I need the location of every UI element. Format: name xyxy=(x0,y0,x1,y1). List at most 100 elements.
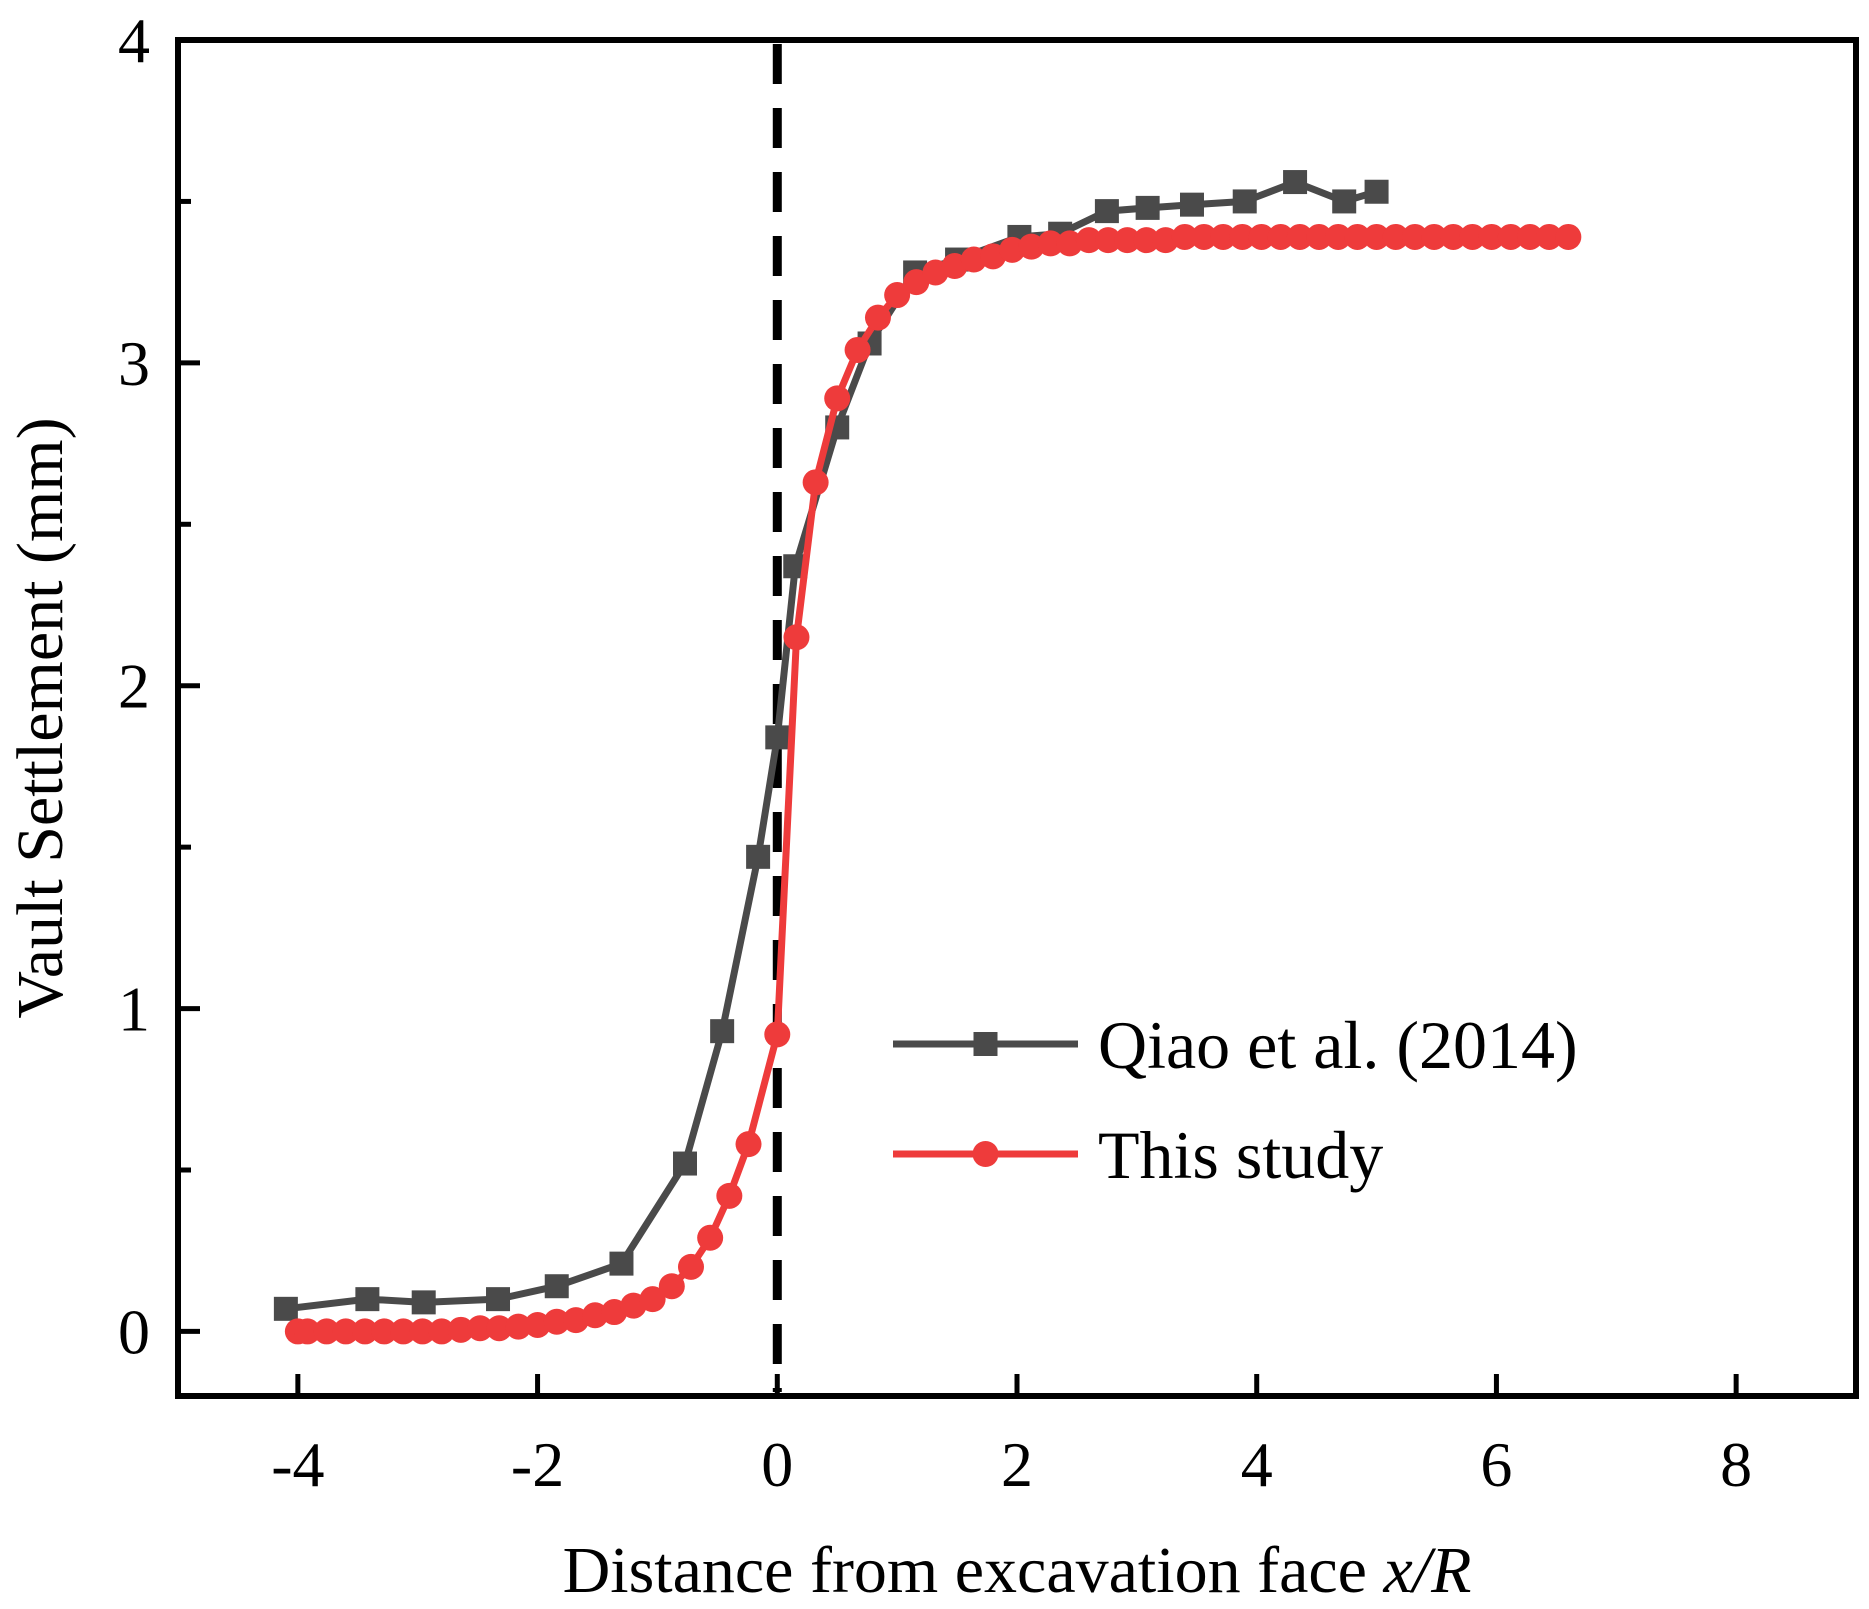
data-point xyxy=(1478,223,1505,250)
data-point xyxy=(1306,223,1333,250)
data-point xyxy=(390,1318,417,1345)
data-point xyxy=(1363,223,1390,250)
y-tick-label: 3 xyxy=(118,328,150,399)
data-point xyxy=(1075,227,1102,254)
data-point xyxy=(844,336,871,363)
x-tick-label: 8 xyxy=(1720,1429,1752,1500)
data-point xyxy=(544,1274,569,1299)
data-point xyxy=(903,269,930,296)
data-point xyxy=(658,1273,685,1300)
data-point xyxy=(1095,227,1122,254)
y-tick-label: 4 xyxy=(118,5,150,76)
data-point xyxy=(710,1019,735,1044)
data-point xyxy=(802,469,829,496)
data-point xyxy=(1516,223,1543,250)
data-point xyxy=(1536,223,1563,250)
legend-label: This study xyxy=(1098,1117,1383,1193)
data-point xyxy=(1210,223,1237,250)
data-point xyxy=(999,236,1026,263)
data-point xyxy=(1229,223,1256,250)
data-point xyxy=(746,844,771,869)
y-axis-title: Vault Settlement (mm) xyxy=(4,417,77,1018)
data-point xyxy=(1283,170,1308,195)
data-point xyxy=(1555,223,1582,250)
data-point xyxy=(1401,223,1428,250)
data-point xyxy=(1135,195,1160,220)
axis-layer: -4 -2 0 2 4 6 8 0 1 2 3 4 xyxy=(118,5,1752,1500)
data-point xyxy=(1056,230,1083,257)
data-point xyxy=(1267,223,1294,250)
data-point xyxy=(1171,223,1198,250)
data-point xyxy=(1152,227,1179,254)
data-point xyxy=(1382,223,1409,250)
data-point xyxy=(677,1253,704,1280)
data-point xyxy=(1094,199,1119,224)
y-tick-label: 2 xyxy=(118,651,150,722)
data-point xyxy=(1344,223,1371,250)
data-point xyxy=(371,1318,398,1345)
x-tick-label: 0 xyxy=(761,1429,793,1500)
x-tick-label: -4 xyxy=(271,1429,324,1500)
data-point xyxy=(273,1296,298,1321)
data-point xyxy=(524,1311,551,1338)
x-tick-label: 2 xyxy=(1001,1429,1033,1500)
x-tick-label: -2 xyxy=(511,1429,564,1500)
data-point xyxy=(1497,223,1524,250)
x-tick-label: 4 xyxy=(1241,1429,1273,1500)
data-point xyxy=(1232,189,1257,214)
data-point xyxy=(1459,223,1486,250)
data-point xyxy=(355,1287,380,1312)
x-axis-title-text: Distance from excavation face xyxy=(563,1534,1384,1607)
data-point xyxy=(1190,223,1217,250)
legend-marker xyxy=(973,1032,998,1056)
data-point xyxy=(864,304,891,331)
data-point xyxy=(672,1151,697,1176)
data-point xyxy=(582,1302,609,1329)
plot-layer xyxy=(273,44,1582,1392)
data-point xyxy=(609,1251,634,1276)
data-point xyxy=(697,1224,724,1251)
data-point xyxy=(765,725,790,750)
data-point xyxy=(1248,223,1275,250)
y-tick-label: 1 xyxy=(118,974,150,1045)
data-point xyxy=(735,1131,762,1158)
data-point xyxy=(1332,189,1357,214)
legend-label: Qiao et al. (2014) xyxy=(1098,1007,1578,1083)
legend-marker xyxy=(972,1141,999,1167)
data-point xyxy=(1114,227,1141,254)
data-point xyxy=(764,1021,791,1048)
data-point xyxy=(486,1287,511,1312)
data-point xyxy=(824,385,851,412)
x-axis-title: Distance from excavation face x/R xyxy=(563,1534,1472,1607)
data-point xyxy=(505,1313,532,1340)
data-point xyxy=(1179,192,1204,217)
data-point xyxy=(351,1318,378,1345)
x-axis-title-variable: x/R xyxy=(1382,1534,1471,1607)
data-point xyxy=(639,1286,666,1313)
data-point xyxy=(1421,223,1448,250)
data-point xyxy=(1037,230,1064,257)
data-point xyxy=(467,1315,494,1342)
data-point xyxy=(783,624,810,651)
data-point xyxy=(486,1315,513,1342)
data-point xyxy=(428,1318,455,1345)
data-point xyxy=(1325,223,1352,250)
data-point xyxy=(960,246,987,273)
data-point xyxy=(294,1318,321,1345)
x-tick-label: 6 xyxy=(1480,1429,1512,1500)
data-point xyxy=(1364,179,1389,204)
data-point xyxy=(409,1318,436,1345)
data-point xyxy=(1018,233,1045,260)
data-point xyxy=(411,1290,436,1315)
y-tick-label: 0 xyxy=(118,1296,150,1367)
data-point xyxy=(1286,223,1313,250)
data-point xyxy=(884,282,911,309)
data-point xyxy=(332,1318,359,1345)
data-point xyxy=(447,1316,474,1343)
legend: Qiao et al. (2014) This study xyxy=(893,1007,1578,1193)
data-point xyxy=(1133,227,1160,254)
data-point xyxy=(543,1308,570,1335)
data-point xyxy=(1440,223,1467,250)
data-point xyxy=(313,1318,340,1345)
